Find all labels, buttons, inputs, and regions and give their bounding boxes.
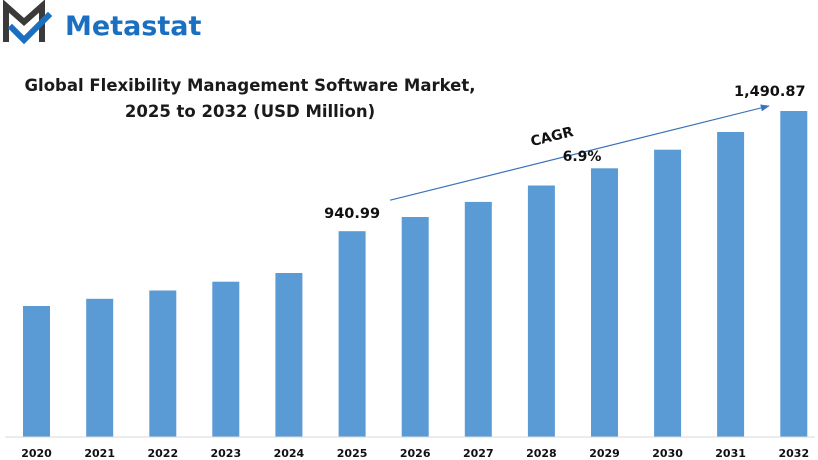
bar-2023 bbox=[212, 281, 240, 437]
x-tick-2030: 2030 bbox=[652, 447, 683, 460]
bar-2022 bbox=[149, 290, 177, 437]
bar-2031 bbox=[717, 132, 745, 437]
bar-2032 bbox=[780, 111, 808, 437]
bar-series bbox=[23, 111, 808, 438]
bar-2021 bbox=[86, 298, 114, 437]
chart-title-line-1: Global Flexibility Management Software M… bbox=[25, 76, 476, 95]
x-tick-2026: 2026 bbox=[400, 447, 431, 460]
bar-2028 bbox=[527, 185, 555, 437]
cagr-value: 6.9% bbox=[563, 149, 602, 165]
chart-title-line-2: 2025 to 2032 (USD Million) bbox=[125, 102, 375, 121]
cagr-arrow-icon bbox=[389, 104, 770, 201]
cagr-annotation: CAGR 6.9% bbox=[389, 104, 770, 201]
bar-2029 bbox=[591, 168, 618, 438]
data-label-2025: 940.99 bbox=[324, 206, 380, 222]
bar-2020 bbox=[23, 306, 50, 437]
x-tick-2022: 2022 bbox=[147, 447, 178, 460]
x-tick-2025: 2025 bbox=[337, 447, 368, 460]
logo-check-icon bbox=[7, 11, 53, 45]
x-tick-2027: 2027 bbox=[463, 447, 494, 460]
bar-2025 bbox=[338, 231, 366, 437]
x-tick-2029: 2029 bbox=[589, 447, 620, 460]
x-tick-2031: 2031 bbox=[715, 447, 746, 460]
bar-2027 bbox=[464, 201, 492, 437]
cagr-label: CAGR bbox=[529, 124, 575, 150]
x-axis-ticks: 2020 2021 2022 2023 2024 2025 2026 2027 2028 2029… bbox=[21, 447, 809, 460]
x-tick-2021: 2021 bbox=[84, 447, 115, 460]
x-tick-2024: 2024 bbox=[274, 447, 305, 460]
bar-2026 bbox=[401, 217, 429, 437]
brand-name: Metastat bbox=[65, 11, 202, 42]
x-tick-2028: 2028 bbox=[526, 447, 557, 460]
bar-2024 bbox=[275, 273, 303, 437]
x-tick-2023: 2023 bbox=[210, 447, 241, 460]
data-label-2032: 1,490.87 bbox=[734, 84, 806, 100]
x-tick-2032: 2032 bbox=[778, 447, 809, 460]
brand-logo: Metastat bbox=[3, 0, 202, 45]
bar-2030 bbox=[654, 149, 682, 437]
x-tick-2020: 2020 bbox=[21, 447, 52, 460]
